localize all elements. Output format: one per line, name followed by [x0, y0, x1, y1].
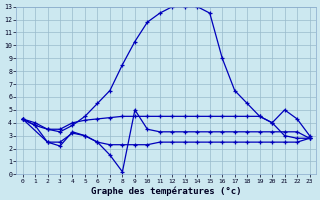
X-axis label: Graphe des températures (°c): Graphe des températures (°c): [91, 186, 241, 196]
